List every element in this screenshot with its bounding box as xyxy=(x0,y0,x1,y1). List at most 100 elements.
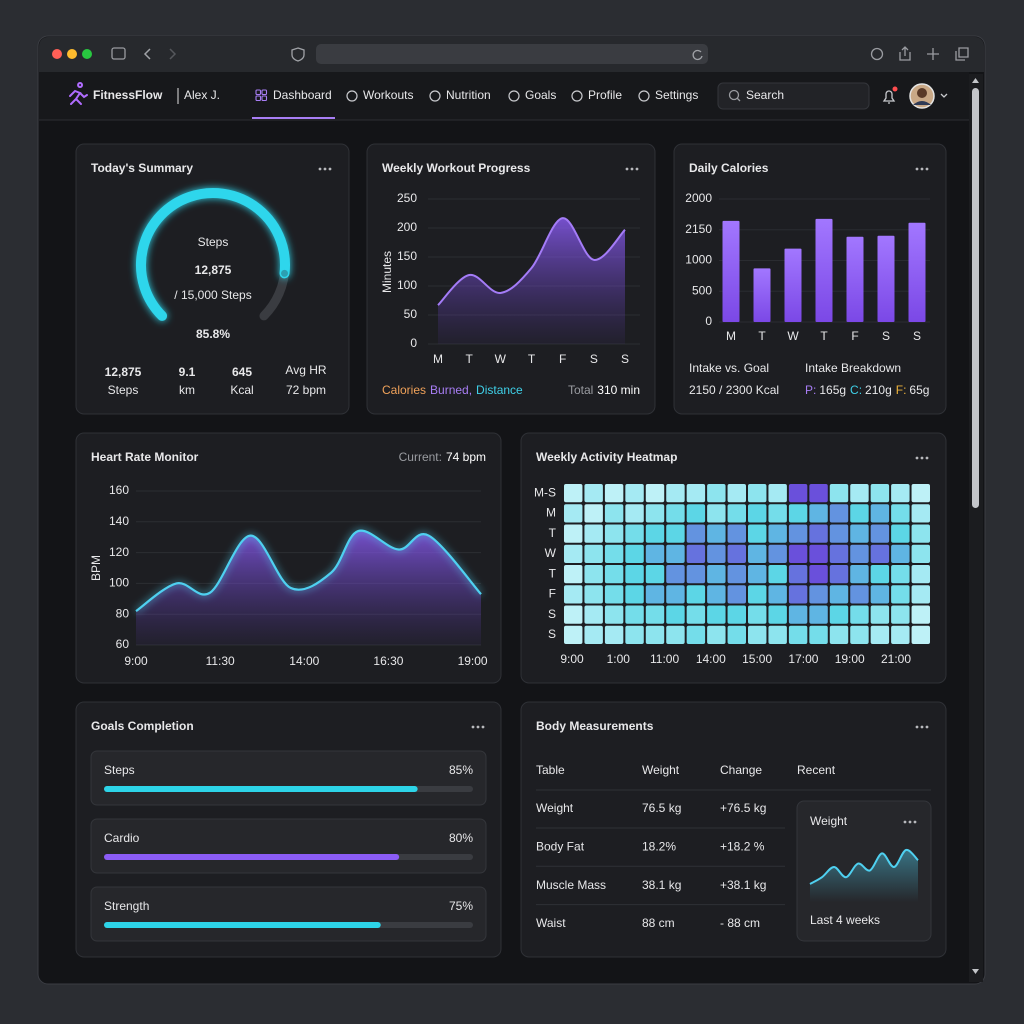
heatmap-cell xyxy=(809,585,828,604)
stat-label: Kcal xyxy=(230,383,253,397)
heatmap-cell xyxy=(911,524,930,543)
menu-dot[interactable] xyxy=(913,820,917,824)
line xyxy=(437,217,626,306)
goal-name: Cardio xyxy=(104,831,140,845)
heatmap-cell xyxy=(564,625,583,644)
menu-dot[interactable] xyxy=(908,820,912,824)
reload-icon[interactable] xyxy=(692,49,703,61)
menu-dot[interactable] xyxy=(903,820,907,824)
extension-icon[interactable] xyxy=(870,47,884,61)
x-tick-label: W xyxy=(787,329,799,343)
legend: Calories Burned, Distance xyxy=(382,383,523,397)
account-chevron[interactable] xyxy=(940,93,948,98)
tabs-icon[interactable] xyxy=(955,47,969,61)
heatmap-cell xyxy=(686,625,706,644)
menu-dot[interactable] xyxy=(915,725,919,729)
heatmap-cell xyxy=(891,625,910,644)
menu-dot[interactable] xyxy=(328,167,332,171)
menu-dot[interactable] xyxy=(630,167,634,171)
heatmap-cell xyxy=(686,605,706,624)
menu-dot[interactable] xyxy=(925,725,929,729)
menu-dot[interactable] xyxy=(915,456,919,460)
heatmap-cell xyxy=(768,504,787,523)
menu-dot[interactable] xyxy=(635,167,639,171)
heatmap-cell xyxy=(788,625,808,644)
heatmap-cell xyxy=(727,625,746,644)
y-tick-label: 50 xyxy=(404,307,418,321)
search-box[interactable] xyxy=(717,82,870,110)
heatmap-cell xyxy=(748,565,767,584)
menu-dot[interactable] xyxy=(915,167,919,171)
sidebar-icon[interactable] xyxy=(111,47,126,60)
table-cell: 76.5 kg xyxy=(642,801,681,815)
heatmap-cell xyxy=(727,605,746,624)
gauge-goal: / 15,000 Steps xyxy=(174,288,251,302)
new-tab-icon[interactable] xyxy=(927,48,939,60)
menu-dot[interactable] xyxy=(481,725,485,729)
menu-dot[interactable] xyxy=(920,456,924,460)
menu-dot[interactable] xyxy=(471,725,475,729)
address-bar[interactable] xyxy=(316,44,708,64)
x-tick-label: 9:00 xyxy=(560,652,584,666)
heatmap-cell xyxy=(891,585,910,604)
y-tick-label: 500 xyxy=(692,283,712,297)
menu-dot[interactable] xyxy=(920,725,924,729)
heatmap-cell xyxy=(625,605,644,624)
menu-dot[interactable] xyxy=(920,167,924,171)
heatmap-cell xyxy=(666,585,685,604)
menu-dot[interactable] xyxy=(476,725,480,729)
menu-dot[interactable] xyxy=(925,167,929,171)
heatmap-cell xyxy=(604,585,624,604)
menu-dot[interactable] xyxy=(625,167,629,171)
current-rate: Current: 74 bpm xyxy=(399,450,486,464)
forward-button[interactable] xyxy=(169,48,177,60)
table-cell: 18.2% xyxy=(642,839,676,853)
card xyxy=(366,143,656,415)
heatmap-cell xyxy=(829,544,849,563)
y-tick-label: 80 xyxy=(116,606,130,620)
gauge-value-text: 12,875 xyxy=(195,263,232,277)
menu-dot[interactable] xyxy=(323,167,327,171)
window-control[interactable] xyxy=(67,49,77,59)
scrollbar-thumb[interactable] xyxy=(972,88,979,508)
heatmap-cell xyxy=(829,585,849,604)
heatmap-cell xyxy=(666,625,685,644)
nav-item[interactable]: Dashboard xyxy=(273,88,332,102)
heatmap-cell xyxy=(645,544,665,563)
nav-item[interactable]: Workouts xyxy=(363,88,413,102)
goal-bar xyxy=(104,922,381,928)
nav-item[interactable]: Nutrition xyxy=(446,88,491,102)
heatmap-cell xyxy=(604,524,624,543)
scroll-up xyxy=(972,78,979,83)
heatmap-cell xyxy=(727,565,746,584)
x-tick-label: S xyxy=(882,329,890,343)
card-title: Body Measurements xyxy=(536,719,654,733)
card-title: Weekly Activity Heatmap xyxy=(536,450,677,464)
window-control[interactable] xyxy=(82,49,92,59)
card-title: Heart Rate Monitor xyxy=(91,450,199,464)
heatmap-cell xyxy=(911,565,930,584)
heatmap-cell xyxy=(768,524,787,543)
x-tick-label: M xyxy=(726,329,736,343)
heatmap-cell xyxy=(604,484,624,503)
gauge-value xyxy=(136,188,290,321)
gauge-handle xyxy=(281,269,289,277)
heatmap-cell xyxy=(788,544,808,563)
heatmap-cell xyxy=(604,565,624,584)
menu-dot[interactable] xyxy=(318,167,322,171)
nav-item[interactable]: Profile xyxy=(588,88,622,102)
nav-icon xyxy=(255,95,262,102)
column-header: Change xyxy=(720,763,762,777)
menu-dot[interactable] xyxy=(925,456,929,460)
notification-bell[interactable] xyxy=(882,90,896,104)
back-button[interactable] xyxy=(143,48,151,60)
nav-item[interactable]: Goals xyxy=(525,88,556,102)
share-icon[interactable] xyxy=(899,46,911,61)
stat-label: Avg HR xyxy=(285,363,326,377)
heatmap-cell xyxy=(584,565,603,584)
nav-item[interactable]: Settings xyxy=(655,88,698,102)
window-control[interactable] xyxy=(52,49,62,59)
table-cell: Weight xyxy=(536,801,574,815)
heatmap-cell xyxy=(870,585,890,604)
column-header: Recent xyxy=(797,763,836,777)
